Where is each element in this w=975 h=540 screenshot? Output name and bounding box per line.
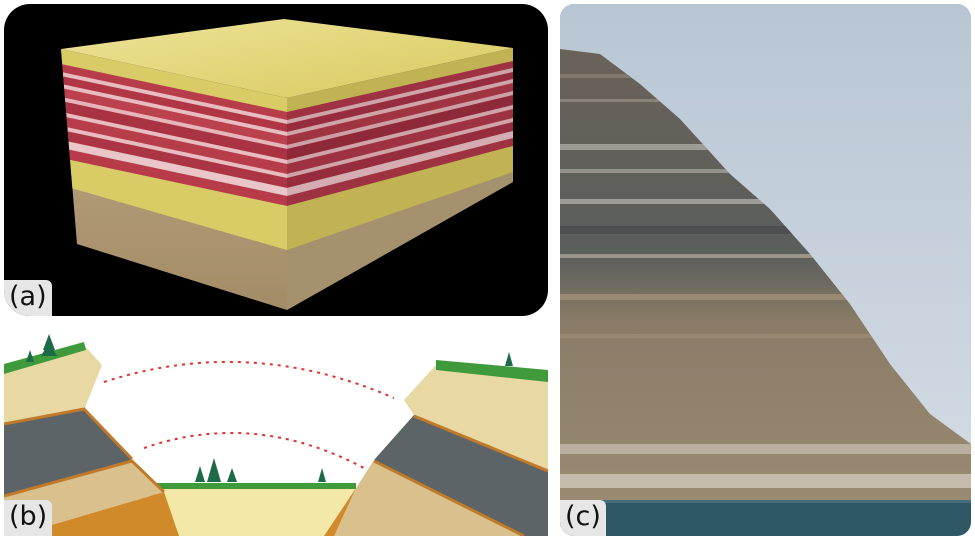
layered-cliff-photo <box>560 4 971 536</box>
panel-b-eroded-fold: (b) <box>4 320 548 536</box>
eroded-layer-arc-lower <box>143 432 365 469</box>
block-side-face <box>287 48 513 310</box>
panel-c-cliff-photo: (c) <box>560 4 971 536</box>
right-limb <box>334 360 548 536</box>
panel-a-label: (a) <box>4 280 52 316</box>
layered-block-diagram <box>61 19 513 310</box>
block-front-face <box>61 49 287 310</box>
panel-a-layered-block: (a) <box>4 4 548 316</box>
eroded-fold-diagram <box>4 334 548 536</box>
cliff-face <box>560 49 971 504</box>
water <box>560 500 971 536</box>
eroded-layer-arc-upper <box>103 360 395 399</box>
panel-c-label: (c) <box>560 500 606 536</box>
trees <box>26 334 513 482</box>
block-top-face <box>61 19 513 98</box>
panel-b-label: (b) <box>4 500 53 536</box>
